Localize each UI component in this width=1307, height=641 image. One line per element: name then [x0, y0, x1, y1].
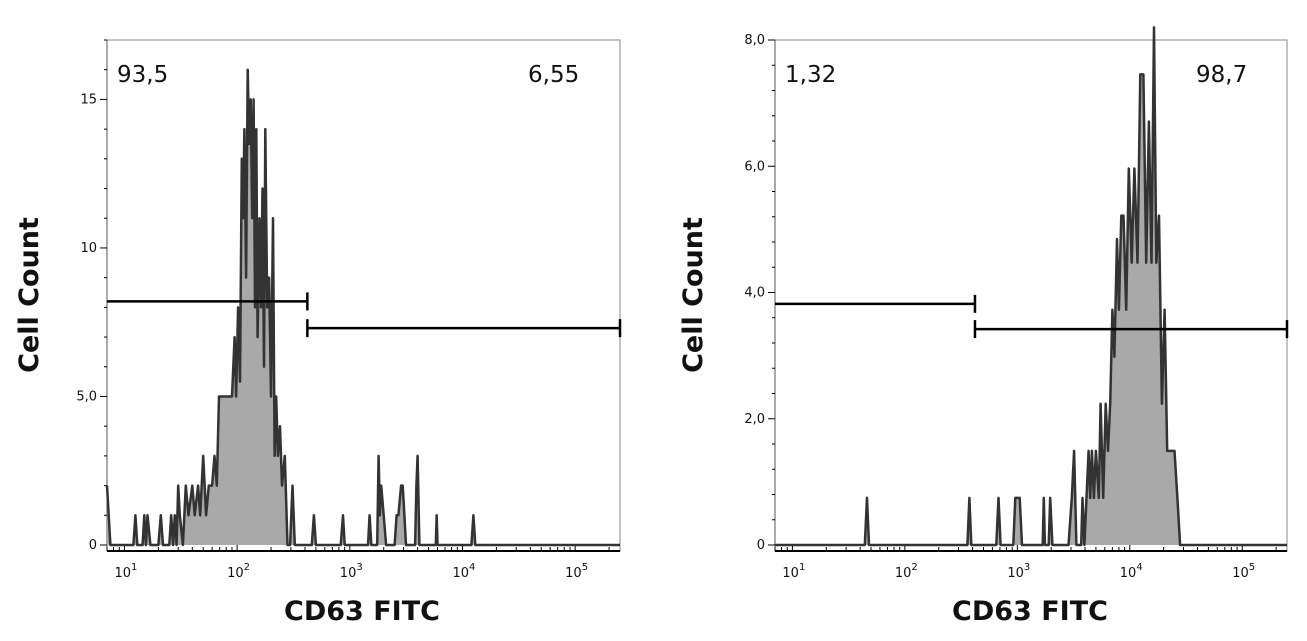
y-tick-label: 8,0	[744, 33, 765, 48]
y-tick-label: 6,0	[744, 159, 765, 174]
gate-percentage-label: 1,32	[785, 62, 836, 88]
x-tick-label: 104	[452, 562, 475, 581]
x-tick-label: 102	[895, 562, 918, 581]
y-axis-title: Cell Count	[678, 217, 709, 373]
gate-percentage-label: 6,55	[528, 62, 579, 88]
y-tick-label: 5,0	[76, 389, 97, 404]
histogram-panel-left: 101 102 103 104 105 0 5,0 10 15 93,5 6,55 CD63 FITC…	[14, 39, 622, 627]
x-tick-label: 104	[1120, 562, 1143, 581]
x-tick-label: 103	[340, 562, 363, 581]
gate-percentage-label: 98,7	[1196, 62, 1247, 88]
y-tick-label: 15	[80, 92, 97, 107]
histogram-outline	[775, 26, 1287, 547]
x-axis-title: CD63 FITC	[952, 596, 1108, 627]
y-tick-label: 4,0	[744, 286, 765, 301]
histogram-panel-right: 101 102 103 104 105 0 2,0 4,0 6,0 8,0 1,32 98,7 CD63…	[678, 26, 1289, 627]
histogram-fill	[107, 69, 620, 545]
x-tick-label: 105	[1232, 562, 1255, 581]
x-tick-label: 101	[114, 562, 137, 581]
x-axis-title: CD63 FITC	[284, 596, 440, 627]
gate-percentage-label: 93,5	[117, 62, 168, 88]
plot-frame	[774, 39, 1288, 552]
y-tick-label: 10	[80, 241, 97, 256]
histogram-outline	[105, 68, 620, 547]
y-axis-title: Cell Count	[14, 217, 45, 373]
histogram-fill	[775, 27, 1287, 545]
plot-frame	[106, 39, 621, 552]
x-tick-label: 105	[565, 562, 588, 581]
x-tick-label: 102	[227, 562, 250, 581]
y-tick-label: 2,0	[744, 412, 765, 427]
y-tick-label: 0	[89, 538, 97, 553]
x-tick-label: 101	[782, 562, 805, 581]
y-tick-label: 0	[757, 538, 765, 553]
x-tick-label: 103	[1007, 562, 1030, 581]
